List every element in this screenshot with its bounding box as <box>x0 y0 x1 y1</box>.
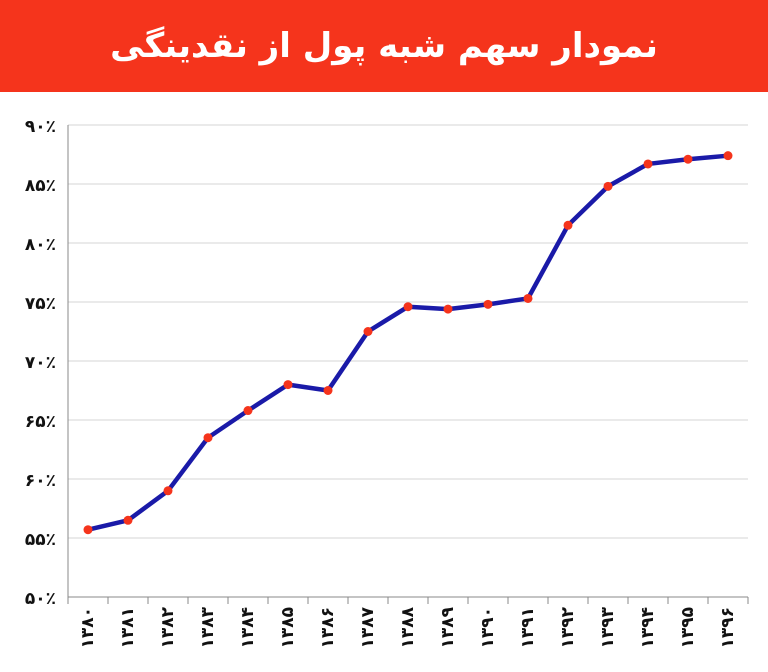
data-point <box>603 181 613 191</box>
x-tick-label: ۱۳۸۴ <box>238 607 258 649</box>
series-polyline <box>85 153 731 532</box>
x-tick-label: ۱۳۸۰ <box>78 607 98 649</box>
y-tick-label: ۵۰٪ <box>25 589 56 609</box>
data-point <box>323 386 333 395</box>
x-tick-label: ۱۳۹۴ <box>638 607 658 649</box>
x-tick-label: ۱۳۹۲ <box>558 606 578 648</box>
x-tick-label: ۱۳۸۸ <box>398 606 418 648</box>
data-points <box>83 151 733 535</box>
chart-title-bar: نمودار سهم شبه پول از نقدینگی <box>0 0 768 92</box>
data-point <box>243 406 253 416</box>
data-point <box>483 299 493 309</box>
chart-title: نمودار سهم شبه پول از نقدینگی <box>110 26 658 66</box>
data-point <box>83 525 93 535</box>
data-point <box>283 380 293 390</box>
x-tick-label: ۱۳۸۹ <box>438 606 458 648</box>
x-tick-label: ۱۳۸۶ <box>318 607 338 649</box>
y-tick-label: ۶۵٪ <box>25 412 56 432</box>
data-point <box>123 515 133 525</box>
x-axis-tick-labels: ۱۳۸۰ ۱۳۸۱ ۱۳۸۲ ۱۳۸۳ ۱۳۸۴ ۱۳۸۵ ۱۳۸۶ ۱۳۸۷ ۱۳۸۸ ۱۳۸۹… <box>78 606 738 648</box>
data-point <box>203 433 213 443</box>
data-point <box>443 304 453 314</box>
grid-lines <box>67 124 749 604</box>
x-tick-label: ۱۳۹۶ <box>718 607 738 649</box>
line-chart: ۵۰٪ ۵۵٪ ۶۰٪ ۶۵٪ ۷۰٪ ۷۵٪ ۸۰٪ ۸۵٪ ۹۰٪ ۱۳۸۰ ۱۳۸۱ ۱۳۸۲… <box>25 117 749 649</box>
y-tick-label: ۸۵٪ <box>25 176 56 196</box>
x-tick-label: ۱۳۸۷ <box>358 606 378 648</box>
data-point <box>723 151 733 161</box>
y-tick-label: ۶۰٪ <box>25 471 56 491</box>
x-tick-label: ۱۳۸۲ <box>158 606 178 648</box>
y-tick-label: ۸۰٪ <box>25 235 56 255</box>
data-point <box>523 293 533 303</box>
y-tick-label: ۹۰٪ <box>25 117 56 137</box>
data-point <box>403 302 413 312</box>
data-point <box>683 154 693 164</box>
x-tick-label: ۱۳۹۳ <box>598 606 618 648</box>
x-tick-label: ۱۳۸۵ <box>278 607 298 649</box>
series-line <box>85 153 731 532</box>
x-tick-label: ۱۳۸۳ <box>198 606 218 648</box>
y-tick-label: ۷۰٪ <box>25 353 56 373</box>
data-point <box>563 220 573 230</box>
x-tick-label: ۱۳۹۱ <box>518 607 538 649</box>
y-axis-tick-labels: ۵۰٪ ۵۵٪ ۶۰٪ ۶۵٪ ۷۰٪ ۷۵٪ ۸۰٪ ۸۵٪ ۹۰٪ <box>25 117 56 609</box>
data-point <box>363 327 373 336</box>
chart-area: ۵۰٪ ۵۵٪ ۶۰٪ ۶۵٪ ۷۰٪ ۷۵٪ ۸۰٪ ۸۵٪ ۹۰٪ ۱۳۸۰ ۱۳۸۱ ۱۳۸۲… <box>0 92 768 668</box>
x-tick-label: ۱۳۸۱ <box>118 607 138 649</box>
y-tick-label: ۵۵٪ <box>25 530 56 550</box>
data-point <box>163 486 173 496</box>
x-tick-label: ۱۳۹۵ <box>678 607 698 649</box>
y-tick-label: ۷۵٪ <box>25 294 56 314</box>
data-point <box>643 159 653 169</box>
x-tick-label: ۱۳۹۰ <box>478 607 498 649</box>
